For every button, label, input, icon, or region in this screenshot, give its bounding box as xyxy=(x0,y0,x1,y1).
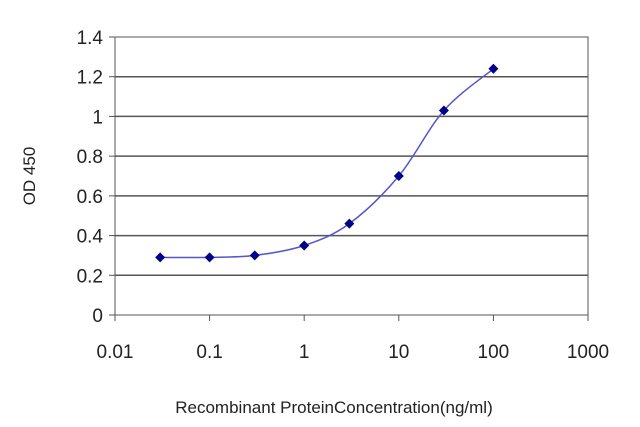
x-tick-label: 1 xyxy=(299,342,310,363)
y-tick-label: 0.2 xyxy=(77,266,103,287)
y-axis-title: OD 450 xyxy=(20,147,39,206)
y-tick-label: 1.2 xyxy=(77,68,103,89)
x-tick-label: 0.01 xyxy=(97,342,134,363)
data-point xyxy=(344,218,355,229)
x-tick-label: 10 xyxy=(388,342,409,363)
y-tick-label: 0.4 xyxy=(77,227,104,248)
x-tick-label: 1000 xyxy=(567,342,609,363)
data-points xyxy=(155,63,499,263)
x-tick-label: 0.1 xyxy=(196,342,222,363)
y-tick-label: 0.6 xyxy=(77,187,103,208)
plot-area xyxy=(114,36,589,316)
x-axis-title: Recombinant ProteinConcentration(ng/ml) xyxy=(175,398,493,417)
data-point xyxy=(393,171,404,181)
y-tick-label: 0.8 xyxy=(77,147,103,168)
gridlines xyxy=(109,36,589,321)
data-point xyxy=(155,252,166,263)
data-point xyxy=(299,240,310,251)
y-tick-label: 0 xyxy=(92,306,103,327)
x-tick-labels: 0.01 0.1 1 10 100 1000 xyxy=(97,342,610,363)
data-point xyxy=(204,252,215,263)
data-point xyxy=(438,105,449,116)
y-tick-label: 1.4 xyxy=(77,28,104,49)
data-point xyxy=(488,63,499,74)
data-point xyxy=(249,250,260,261)
x-tick-label: 100 xyxy=(478,342,510,363)
y-tick-label: 1 xyxy=(92,107,103,128)
y-tick-labels: 0 0.2 0.4 0.6 0.8 1 1.2 1.4 xyxy=(77,28,104,327)
